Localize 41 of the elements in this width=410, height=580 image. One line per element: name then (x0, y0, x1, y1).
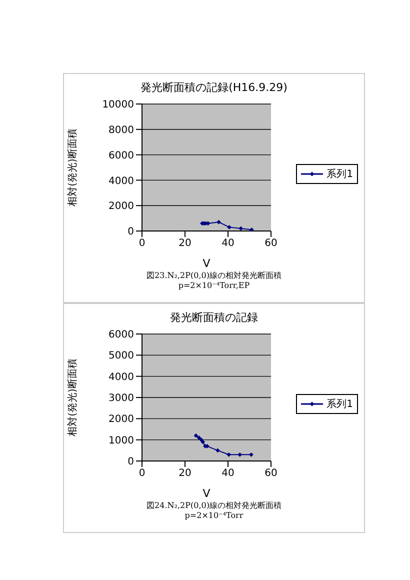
text: p=2×10⁻⁴Torr (184, 511, 244, 520)
y-tick-label: 6000 (108, 330, 134, 341)
x-tick-label: 60 (264, 468, 278, 480)
y-tick-label: 4000 (108, 176, 134, 187)
y-tick-label: 4000 (108, 372, 134, 383)
y-tick-label: 6000 (108, 150, 134, 162)
x-axis-title: V (202, 257, 211, 270)
caption: 図24.N₂,2P(0,0)線の相対発光断面積 (146, 500, 282, 511)
y-tick-label: 0 (128, 226, 134, 238)
x-tick-label: 0 (138, 238, 146, 250)
legend-label: 系列1 (326, 168, 353, 181)
point (200, 440, 206, 444)
y-tick-label: 2000 (108, 414, 134, 426)
x-tick-label: 60 (264, 238, 278, 250)
y-tick-label: 0 (128, 456, 134, 468)
text: p=2×10⁻⁴Torr,EP (177, 281, 251, 290)
point (226, 452, 232, 457)
x-tick-label: 20 (178, 238, 192, 250)
y-tick-label: 5000 (108, 350, 134, 362)
x-tick-label: 40 (222, 238, 234, 250)
y-axis-title: 相対(発光)断面積 (66, 128, 79, 206)
x-tick-label: 40 (222, 468, 234, 480)
x-axis-title: V (202, 487, 211, 500)
point (238, 452, 242, 457)
legend-label: 系列1 (326, 398, 353, 411)
point (249, 452, 254, 457)
y-tick-label: 3000 (108, 393, 134, 404)
point (196, 436, 202, 440)
chart-title: 発光断面積の記録 (169, 310, 259, 325)
chart-title: 発光断面積の記録(H16.9.29) (140, 80, 288, 95)
point (199, 438, 204, 442)
y-tick-label: 1000 (108, 435, 134, 446)
y-tick-label: 10000 (102, 100, 134, 111)
y-axis-title: 相対(発光)断面積 (66, 358, 79, 436)
x-tick-label: 20 (178, 468, 192, 480)
point (194, 433, 198, 438)
y-tick-label: 2000 (108, 201, 134, 212)
y-tick-label: 8000 (108, 124, 134, 136)
caption: 図23.N₂,2P(0,0)線の相対発光断面積 (146, 270, 282, 281)
point (215, 448, 220, 453)
x-tick-label: 0 (138, 468, 146, 480)
